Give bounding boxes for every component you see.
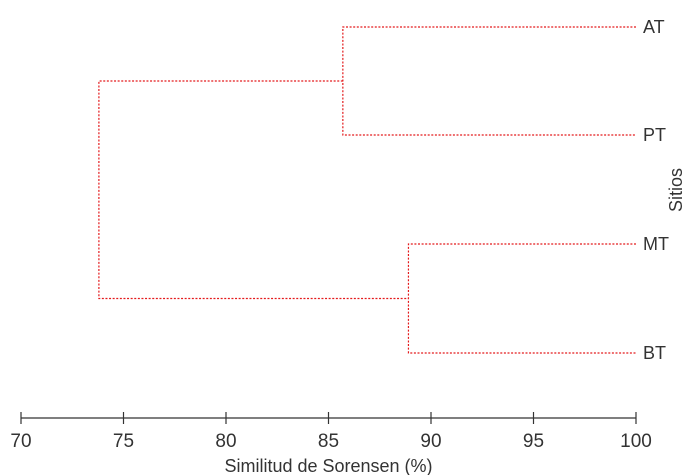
branch-at-pt-mt-bt — [98, 80, 409, 300]
x-axis-ticks: 70 75 80 85 90 95 100 — [10, 412, 652, 452]
x-tick-label: 75 — [113, 431, 134, 452]
x-tick-label: 95 — [523, 431, 544, 452]
x-tick-label: 85 — [318, 431, 339, 452]
dendrogram-branches — [98, 26, 636, 354]
x-tick-label: 90 — [420, 431, 441, 452]
x-tick-label: 70 — [10, 431, 31, 452]
leaf-label-pt: PT — [643, 125, 666, 145]
leaf-label-at: AT — [643, 17, 665, 37]
y-axis-title: Sitios — [666, 168, 684, 212]
x-axis-title: Similitud de Sorensen (%) — [224, 456, 432, 475]
x-axis: 70 75 80 85 90 95 100 Similitud de Sorensen (%… — [10, 412, 652, 475]
branch-mt-bt — [407, 243, 636, 354]
leaf-label-mt: MT — [643, 234, 669, 254]
branch-at-pt — [342, 26, 636, 136]
x-tick-label: 100 — [620, 431, 652, 452]
x-tick-label: 80 — [215, 431, 236, 452]
leaf-label-bt: BT — [643, 343, 666, 363]
leaf-labels: AT PT MT BT — [643, 17, 669, 363]
